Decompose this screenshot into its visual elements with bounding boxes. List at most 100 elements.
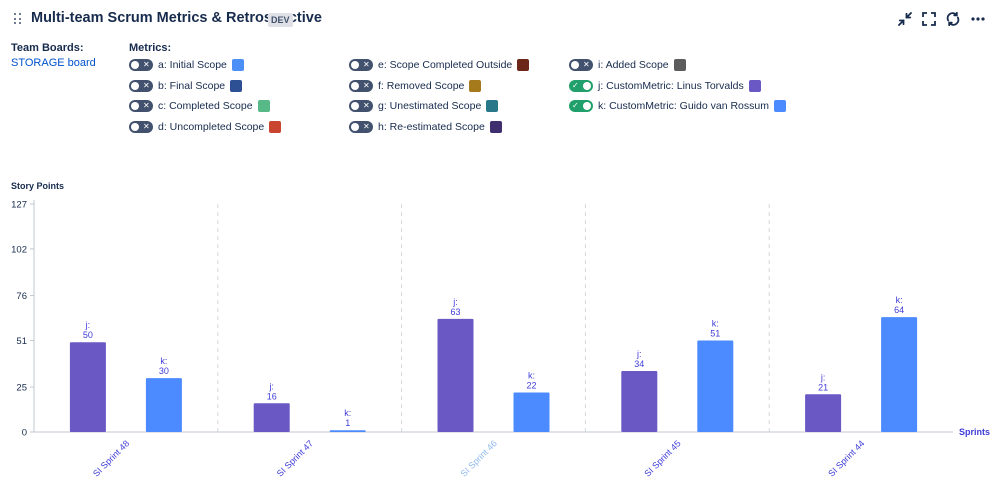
chart-y-axis-title: Story Points <box>11 181 65 191</box>
metric-item: ✕ d: Uncompleted Scope <box>129 119 282 135</box>
data-label-series: k: <box>712 318 719 328</box>
data-label-series: k: <box>344 408 351 418</box>
y-tick-label: 25 <box>16 383 27 394</box>
dashboard-header: Multi-team Scrum Metrics & Retrospective… <box>0 0 999 40</box>
metric-toggle[interactable]: ✓ <box>569 100 593 112</box>
metric-label: f: Removed Scope <box>378 80 465 92</box>
category-label[interactable]: SI Sprint 48 <box>91 438 131 478</box>
y-tick-label: 51 <box>16 336 27 347</box>
toggle-knob <box>131 82 139 90</box>
data-label-value: 21 <box>818 382 828 392</box>
page-title: Multi-team Scrum Metrics & Retrospective <box>31 10 322 26</box>
metric-label: a: Initial Scope <box>158 59 227 71</box>
metric-color-swatch <box>773 100 786 112</box>
metric-item: ✕ c: Completed Scope <box>129 98 270 114</box>
data-label-value: 16 <box>267 391 277 401</box>
data-label-series: k: <box>528 371 535 381</box>
toggle-knob <box>131 61 139 69</box>
data-label-value: 50 <box>83 330 93 340</box>
metric-toggle[interactable]: ✓ <box>569 80 593 92</box>
cross-icon: ✕ <box>363 60 370 69</box>
metric-toggle[interactable]: ✕ <box>349 80 373 92</box>
metric-label: d: Uncompleted Scope <box>158 121 265 133</box>
data-label-series: j: <box>452 297 458 307</box>
toggle-knob <box>351 61 359 69</box>
more-button[interactable] <box>968 9 988 29</box>
bar-j <box>805 394 842 432</box>
metric-item: ✕ a: Initial Scope <box>129 57 244 73</box>
metric-toggle[interactable]: ✕ <box>569 59 593 71</box>
data-label-value: 51 <box>710 328 720 338</box>
data-label-value: 34 <box>634 359 644 369</box>
category-label[interactable]: SI Sprint 44 <box>826 438 866 478</box>
category-label[interactable]: SI Sprint 47 <box>275 438 315 478</box>
metric-label: h: Re-estimated Scope <box>378 121 485 133</box>
data-label-value: 22 <box>526 381 536 391</box>
data-label-value: 30 <box>159 366 169 376</box>
cross-icon: ✕ <box>143 81 150 90</box>
y-tick-label: 76 <box>16 291 27 302</box>
metric-item: ✕ b: Final Scope <box>129 78 243 94</box>
metric-label: g: Unestimated Scope <box>378 100 482 112</box>
cross-icon: ✕ <box>363 81 370 90</box>
collapse-button[interactable] <box>895 9 915 29</box>
x-axis-title: Sprints <box>959 427 990 437</box>
refresh-icon <box>946 12 960 26</box>
cross-icon: ✕ <box>143 101 150 110</box>
y-tick-label: 127 <box>11 200 27 211</box>
bar-k <box>329 430 366 432</box>
metric-item: ✕ f: Removed Scope <box>349 78 482 94</box>
metric-item: ✕ h: Re-estimated Scope <box>349 119 502 135</box>
team-board-link[interactable]: STORAGE board <box>11 57 96 69</box>
cross-icon: ✕ <box>363 122 370 131</box>
metric-toggle[interactable]: ✕ <box>129 100 153 112</box>
data-label-value: 1 <box>345 418 350 428</box>
cross-icon: ✕ <box>363 101 370 110</box>
metric-toggle[interactable]: ✕ <box>129 59 153 71</box>
metric-toggle[interactable]: ✕ <box>349 121 373 133</box>
y-tick-label: 0 <box>22 428 27 439</box>
metric-label: k: CustomMetric: Guido van Rossum <box>598 100 769 112</box>
metric-item: ✕ e: Scope Completed Outside <box>349 57 530 73</box>
metric-toggle[interactable]: ✕ <box>349 100 373 112</box>
metric-toggle[interactable]: ✕ <box>349 59 373 71</box>
bar-k <box>513 392 550 432</box>
metric-color-swatch <box>230 80 243 92</box>
bar-j <box>253 403 290 432</box>
toggle-knob <box>583 82 591 90</box>
fullscreen-button[interactable] <box>919 9 939 29</box>
collapse-icon <box>898 12 912 26</box>
data-label-series: k: <box>160 356 167 366</box>
cross-icon: ✕ <box>143 60 150 69</box>
bar-j <box>437 318 474 432</box>
metric-label: b: Final Scope <box>158 80 226 92</box>
metric-label: j: CustomMetric: Linus Torvalds <box>598 80 744 92</box>
check-icon: ✓ <box>572 81 579 90</box>
metric-color-swatch <box>748 80 761 92</box>
metric-color-swatch <box>269 121 282 133</box>
data-label-series: j: <box>268 381 274 391</box>
metric-color-swatch <box>486 100 499 112</box>
bar-j <box>621 370 658 432</box>
cross-icon: ✕ <box>583 60 590 69</box>
toggle-knob <box>583 102 591 110</box>
category-label[interactable]: SI Sprint 45 <box>642 438 682 478</box>
metric-color-swatch <box>673 59 686 71</box>
metric-color-swatch <box>231 59 244 71</box>
refresh-button[interactable] <box>943 9 963 29</box>
drag-handle-icon[interactable] <box>14 13 22 25</box>
metric-toggle[interactable]: ✕ <box>129 80 153 92</box>
toggle-knob <box>131 123 139 131</box>
metric-label: e: Scope Completed Outside <box>378 59 513 71</box>
category-label[interactable]: SI Sprint 46 <box>459 438 499 478</box>
fullscreen-icon <box>922 12 936 26</box>
env-badge: DEV <box>268 13 293 27</box>
metric-toggle[interactable]: ✕ <box>129 121 153 133</box>
bar-j <box>69 342 106 432</box>
metric-label: i: Added Scope <box>598 59 669 71</box>
toggle-knob <box>351 82 359 90</box>
toggle-knob <box>131 102 139 110</box>
metric-color-swatch <box>257 100 270 112</box>
toggle-knob <box>351 102 359 110</box>
